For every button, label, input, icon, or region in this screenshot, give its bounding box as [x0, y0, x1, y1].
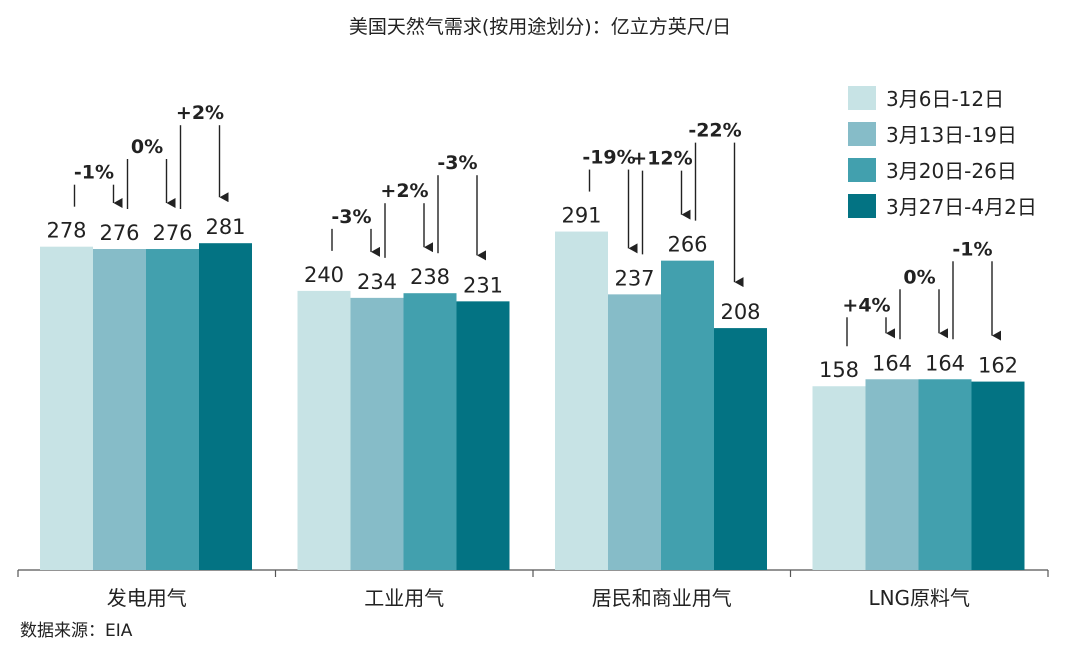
change-label: +2%	[380, 180, 428, 202]
data-label: 291	[561, 204, 601, 228]
legend-swatch	[848, 194, 876, 218]
bar	[865, 379, 919, 570]
data-label: 240	[304, 263, 344, 287]
bar	[812, 386, 866, 570]
bar	[456, 301, 510, 570]
source-note: 数据来源：EIA	[20, 621, 133, 641]
bar	[714, 328, 767, 570]
chart-title: 美国天然气需求(按用途划分)：亿立方英尺/日	[348, 16, 732, 38]
change-label: 0%	[903, 266, 935, 288]
data-label: 162	[978, 354, 1018, 378]
change-label: +12%	[631, 148, 692, 170]
category-label: 发电用气	[107, 586, 187, 610]
data-label: 276	[152, 221, 192, 245]
bar	[350, 297, 404, 570]
bar	[661, 260, 714, 570]
bar	[199, 243, 252, 570]
bar	[971, 381, 1025, 570]
legend-label: 3月20日-26日	[886, 159, 1017, 183]
bar	[297, 290, 351, 570]
change-label: -3%	[331, 206, 371, 228]
data-label: 158	[819, 358, 859, 382]
category-label: LNG原料气	[868, 586, 970, 610]
data-label: 237	[614, 266, 654, 290]
data-label: 276	[99, 221, 139, 245]
change-label: +2%	[176, 102, 224, 124]
change-label: -3%	[437, 152, 477, 174]
data-label: 266	[667, 233, 707, 257]
data-label: 164	[925, 351, 965, 375]
bar	[608, 294, 661, 570]
change-label: +4%	[842, 294, 890, 316]
data-label: 278	[46, 219, 86, 243]
legend-swatch	[848, 158, 876, 182]
bar	[146, 249, 199, 570]
change-label: -1%	[74, 162, 114, 184]
bar	[555, 231, 608, 570]
data-label: 238	[410, 265, 450, 289]
change-label: -19%	[582, 147, 635, 169]
change-label: -1%	[952, 238, 992, 260]
legend-label: 3月27日-4月2日	[886, 195, 1037, 219]
category-label: 工业用气	[364, 586, 444, 610]
data-label: 281	[205, 215, 245, 239]
change-label: 0%	[131, 136, 163, 158]
legend-swatch	[848, 86, 876, 110]
data-label: 234	[357, 270, 397, 294]
data-label: 208	[720, 300, 760, 324]
data-label: 231	[463, 273, 503, 297]
bar	[918, 379, 972, 570]
bar	[40, 246, 93, 570]
legend-label: 3月6日-12日	[886, 87, 1004, 111]
data-label: 164	[872, 351, 912, 375]
change-label: -22%	[688, 120, 741, 142]
legend-swatch	[848, 122, 876, 146]
bar	[93, 249, 146, 570]
category-label: 居民和商业用气	[592, 586, 732, 610]
legend-label: 3月13日-19日	[886, 123, 1017, 147]
bar	[403, 293, 457, 570]
